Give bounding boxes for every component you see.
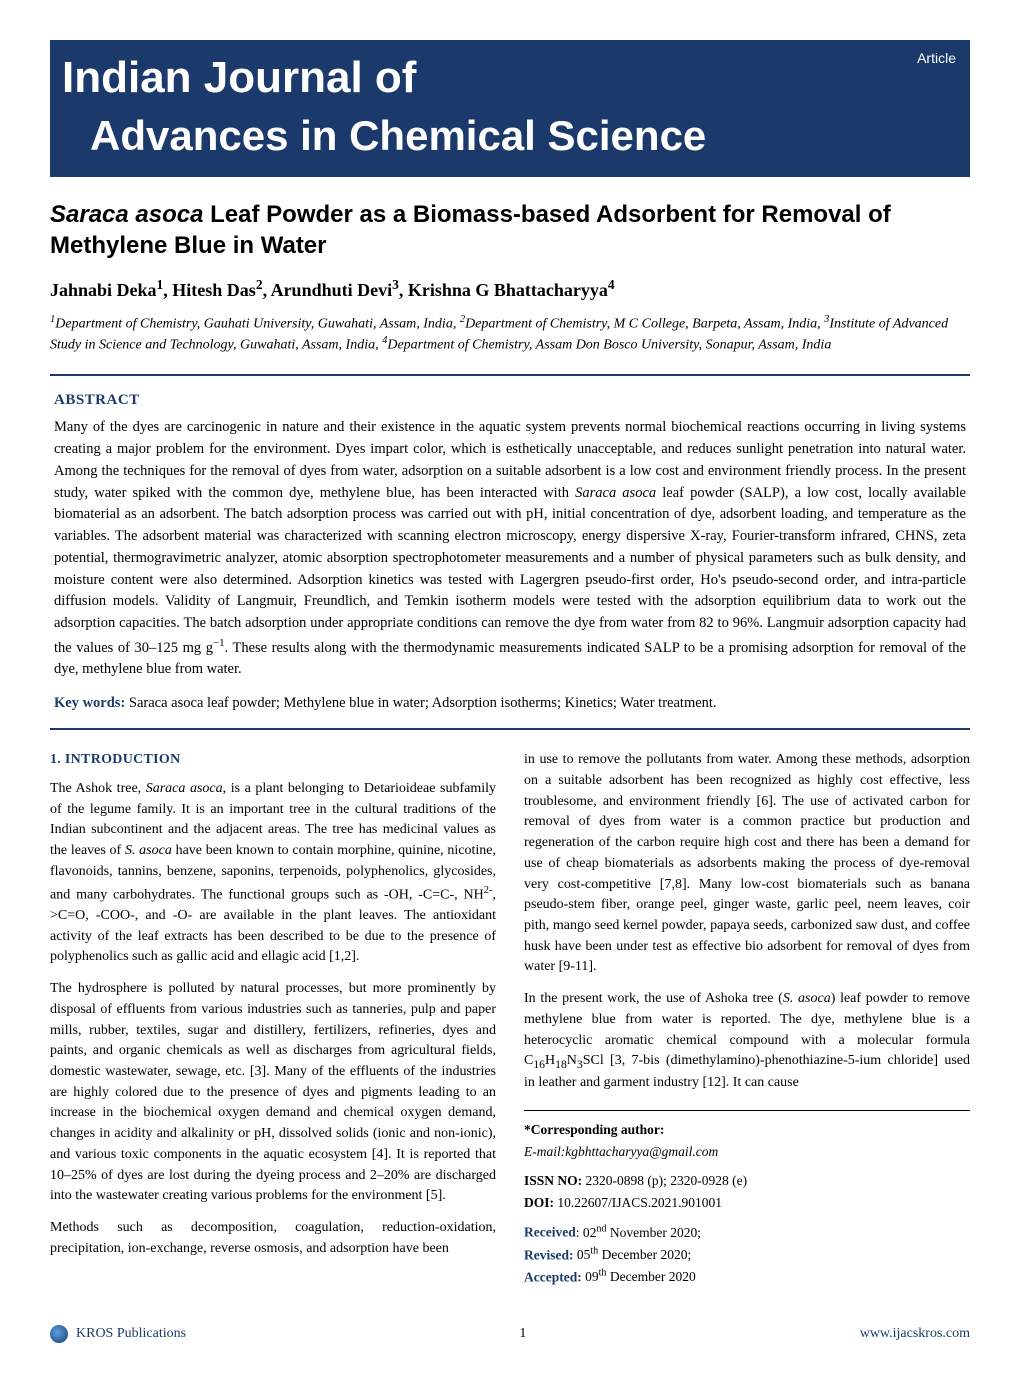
received-label: Received	[524, 1225, 576, 1240]
keywords-text: Saraca asoca leaf powder; Methylene blue…	[125, 695, 716, 711]
article-title: Saraca asoca Leaf Powder as a Biomass-ba…	[50, 199, 970, 261]
revised-value: 05th December 2020;	[574, 1247, 692, 1262]
article-type-badge: Article	[903, 44, 970, 72]
received-line: Received: 02nd November 2020;	[524, 1221, 970, 1243]
publisher-name: KROS Publications	[76, 1324, 186, 1344]
body-paragraph: In the present work, the use of Ashoka t…	[524, 989, 970, 1094]
journal-title-line1: Indian Journal of	[50, 46, 970, 110]
abstract-text: Many of the dyes are carcinogenic in nat…	[54, 417, 966, 681]
column-right: in use to remove the pollutants from wat…	[524, 750, 970, 1288]
author-list: Jahnabi Deka1, Hitesh Das2, Arundhuti De…	[50, 275, 970, 303]
article-info-block: *Corresponding author: E-mail:kgbhttacha…	[524, 1119, 970, 1288]
keywords: Key words: Saraca asoca leaf powder; Met…	[54, 693, 966, 714]
abstract-heading: ABSTRACT	[54, 390, 966, 412]
journal-title-line2: Advances in Chemical Science	[50, 106, 724, 167]
publisher-logo-icon	[50, 1325, 68, 1343]
revised-line: Revised: 05th December 2020;	[524, 1244, 970, 1266]
body-paragraph: Methods such as decomposition, coagulati…	[50, 1218, 496, 1259]
keywords-label: Key words:	[54, 695, 125, 711]
corresponding-email: E-mail:kgbhttacharyya@gmail.com	[524, 1144, 718, 1159]
received-value: : 02nd November 2020;	[576, 1225, 701, 1240]
accepted-line: Accepted: 09th December 2020	[524, 1266, 970, 1288]
intro-heading: 1. INTRODUCTION	[50, 750, 496, 771]
column-left: 1. INTRODUCTION The Ashok tree, Saraca a…	[50, 750, 496, 1288]
body-paragraph: The hydrosphere is polluted by natural p…	[50, 979, 496, 1207]
body-columns: 1. INTRODUCTION The Ashok tree, Saraca a…	[50, 750, 970, 1288]
corresponding-author: *Corresponding author: E-mail:kgbhttacha…	[524, 1119, 970, 1162]
doi-value: 10.22607/IJACS.2021.901001	[554, 1195, 722, 1210]
info-divider	[524, 1110, 970, 1111]
doi-line: DOI: 10.22607/IJACS.2021.901001	[524, 1192, 970, 1214]
body-paragraph: The Ashok tree, Saraca asoca, is a plant…	[50, 779, 496, 968]
page-number: 1	[519, 1324, 526, 1344]
page-footer: KROS Publications 1 www.ijacskros.com	[50, 1324, 970, 1344]
corresponding-label: *Corresponding author:	[524, 1122, 664, 1137]
affiliations: 1Department of Chemistry, Gauhati Univer…	[50, 313, 970, 356]
body-paragraph: in use to remove the pollutants from wat…	[524, 750, 970, 978]
revised-label: Revised:	[524, 1247, 574, 1262]
accepted-value: 09th December 2020	[582, 1269, 696, 1284]
issn-label: ISSN NO:	[524, 1173, 582, 1188]
abstract-section: ABSTRACT Many of the dyes are carcinogen…	[50, 374, 970, 731]
footer-url: www.ijacskros.com	[860, 1324, 970, 1344]
doi-label: DOI:	[524, 1195, 554, 1210]
journal-title-block: Indian Journal of Advances in Chemical S…	[50, 40, 970, 177]
accepted-label: Accepted:	[524, 1269, 582, 1284]
issn-line: ISSN NO: 2320-0898 (p); 2320-0928 (e)	[524, 1170, 970, 1192]
journal-header: Article Indian Journal of Advances in Ch…	[50, 40, 970, 177]
issn-value: 2320-0898 (p); 2320-0928 (e)	[582, 1173, 747, 1188]
footer-publisher: KROS Publications	[50, 1324, 186, 1344]
